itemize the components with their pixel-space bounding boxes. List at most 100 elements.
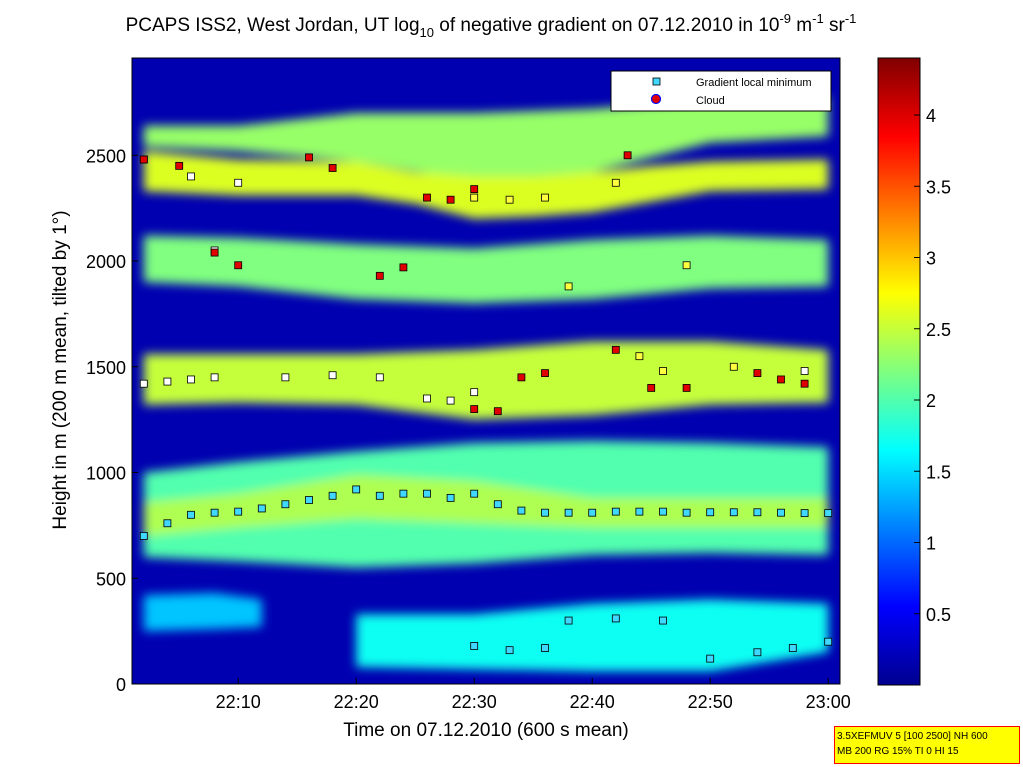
- x-axis-label: Time on 07.12.2010 (600 s mean): [343, 720, 629, 741]
- colorbar-tick-label: 4: [926, 106, 936, 126]
- cloud-marker: [682, 384, 691, 392]
- gradient-min-marker: [352, 485, 361, 494]
- colorbar-tick-label: 2.5: [926, 320, 951, 340]
- gradient-min-marker: [375, 491, 384, 500]
- y-tick-label: 1000: [86, 464, 126, 484]
- gradient-min-marker: [139, 532, 148, 540]
- y-axis-label: Height in m (200 m mean, tilted by 1°): [50, 210, 71, 529]
- gradient-min-marker: [611, 507, 620, 516]
- gradient-min-marker: [446, 493, 455, 502]
- gradient-min-marker: [210, 373, 219, 382]
- gradient-min-marker: [234, 178, 243, 187]
- gradient-min-marker: [635, 507, 644, 516]
- gradient-min-marker: [777, 508, 785, 517]
- gradient-min-marker: [800, 509, 809, 518]
- colorbar-tick-label: 1.5: [926, 462, 951, 482]
- settings-note-line-2: MB 200 RG 15% TI 0 HI 15: [837, 746, 959, 757]
- gradient-min-marker: [210, 508, 219, 517]
- cloud-marker: [234, 261, 243, 270]
- gradient-min-marker: [187, 510, 195, 519]
- heatmap-band-L8: [356, 599, 829, 672]
- heatmap-band-L6: [143, 474, 829, 536]
- gradient-min-marker: [470, 388, 479, 397]
- settings-note-line-1: 3.5XEFMUV 5 [100 2500] NH 600: [837, 731, 988, 742]
- title-exp2: -1: [812, 11, 824, 26]
- gradient-min-marker: [423, 394, 431, 403]
- cloud-marker: [375, 271, 384, 280]
- gradient-min-marker: [281, 373, 290, 382]
- gradient-min-marker: [824, 637, 833, 646]
- cloud-marker: [423, 193, 431, 202]
- gradient-min-marker: [541, 644, 549, 652]
- heatmap-band-L1: [143, 96, 829, 181]
- cloud-marker: [541, 369, 549, 378]
- heatmap-band-L7: [143, 593, 262, 632]
- title-after: of negative gradient on 07.12.2010 in 10: [434, 15, 779, 36]
- plot-frame: [131, 57, 841, 685]
- y-tick-label: 500: [96, 569, 126, 589]
- x-axis: 22:10 22:20 22:30 22:40 22:50 23:00: [216, 678, 851, 712]
- gradient-min-marker: [470, 642, 479, 650]
- heatmap-band-L4: [143, 341, 829, 420]
- colorbar-tick-label: 1: [926, 534, 936, 554]
- cloud-marker: [305, 153, 313, 162]
- plot-area: [132, 58, 840, 684]
- cloud-marker: [139, 155, 148, 164]
- gradient-min-marker: [505, 646, 514, 655]
- heatmap-band-L2: [143, 151, 829, 219]
- gradient-min-marker: [305, 496, 313, 504]
- gradient-min-marker: [234, 507, 243, 516]
- gradient-min-marker: [788, 644, 797, 652]
- gradient-min-marker: [517, 506, 526, 515]
- x-tick-label: 22:40: [570, 692, 615, 712]
- cloud-marker: [210, 248, 219, 257]
- chart-title: PCAPS ISS2, West Jordan, UT log10 of neg…: [126, 11, 857, 40]
- x-tick-label: 22:50: [688, 692, 733, 712]
- x-tick-label: 23:00: [806, 692, 851, 712]
- cloud-marker: [777, 375, 785, 384]
- gradient-min-marker: [753, 648, 762, 657]
- colorbar-tick-label: 3.5: [926, 177, 951, 197]
- gradient-min-marker: [588, 508, 597, 517]
- cloud-marker: [470, 405, 479, 413]
- gradient-min-marker: [659, 367, 667, 375]
- y-tick-label: 1500: [86, 358, 126, 378]
- gradient-min-marker: [328, 371, 337, 380]
- cloud-marker: [493, 407, 502, 416]
- gradient-min-marker: [446, 396, 455, 405]
- cloud-marker: [175, 161, 184, 170]
- gradient-min-marker: [682, 508, 691, 517]
- cloud-marker: [399, 263, 408, 272]
- title-unit2: sr: [824, 15, 846, 36]
- x-tick-label: 22:30: [452, 692, 497, 712]
- colorbar-tick-label: 2: [926, 391, 936, 411]
- legend-label-gradient-min: Gradient local minimum: [696, 77, 812, 89]
- legend-marker-gradient-min: [652, 77, 661, 86]
- gradient-min-marker: [163, 519, 172, 528]
- heatmap-band-L3: [143, 235, 829, 304]
- x-tick-label: 22:20: [334, 692, 379, 712]
- gradient-min-marker: [423, 489, 431, 498]
- gradient-min-marker: [659, 616, 667, 625]
- gradient-min-marker: [729, 362, 738, 371]
- gradient-min-marker: [611, 614, 620, 623]
- gradient-min-marker: [635, 352, 644, 361]
- gradient-min-marker: [470, 489, 479, 498]
- gradient-min-marker: [470, 193, 479, 202]
- colorbar-tick-label: 0.5: [926, 605, 951, 625]
- gradient-min-marker: [706, 508, 715, 517]
- legend: Gradient local minimum Cloud: [610, 70, 832, 112]
- gradient-min-marker: [824, 509, 833, 518]
- gradient-min-marker: [187, 172, 195, 181]
- gradient-min-marker: [800, 367, 809, 375]
- cloud-marker: [647, 384, 656, 392]
- y-tick-label: 2500: [86, 146, 126, 166]
- y-tick-label: 0: [116, 675, 126, 695]
- gradient-min-marker: [399, 489, 408, 498]
- gradient-min-marker: [493, 500, 502, 509]
- title-main: PCAPS ISS2, West Jordan, UT log: [126, 15, 420, 36]
- gradient-min-marker: [611, 178, 620, 187]
- cloud-marker: [623, 151, 632, 160]
- settings-note: 3.5XEFMUV 5 [100 2500] NH 600 MB 200 RG …: [834, 726, 1020, 764]
